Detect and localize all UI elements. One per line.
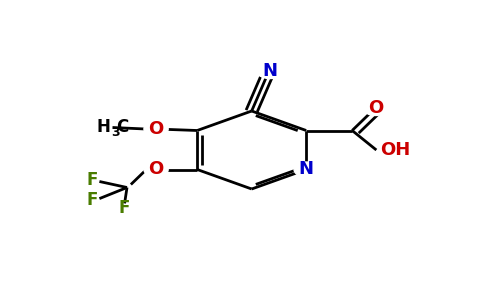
Text: H: H xyxy=(96,118,110,136)
Text: OH: OH xyxy=(380,141,411,159)
Text: C: C xyxy=(116,118,129,136)
Text: F: F xyxy=(119,199,130,217)
Circle shape xyxy=(144,122,168,136)
Text: N: N xyxy=(262,62,277,80)
Circle shape xyxy=(144,162,168,177)
Text: F: F xyxy=(87,171,98,189)
Text: O: O xyxy=(149,160,164,178)
Circle shape xyxy=(363,100,388,116)
Text: F: F xyxy=(87,191,98,209)
Text: O: O xyxy=(149,120,164,138)
Text: N: N xyxy=(299,160,314,178)
Text: 3: 3 xyxy=(111,126,120,140)
Text: O: O xyxy=(368,99,383,117)
Circle shape xyxy=(294,162,318,177)
Circle shape xyxy=(257,64,282,79)
